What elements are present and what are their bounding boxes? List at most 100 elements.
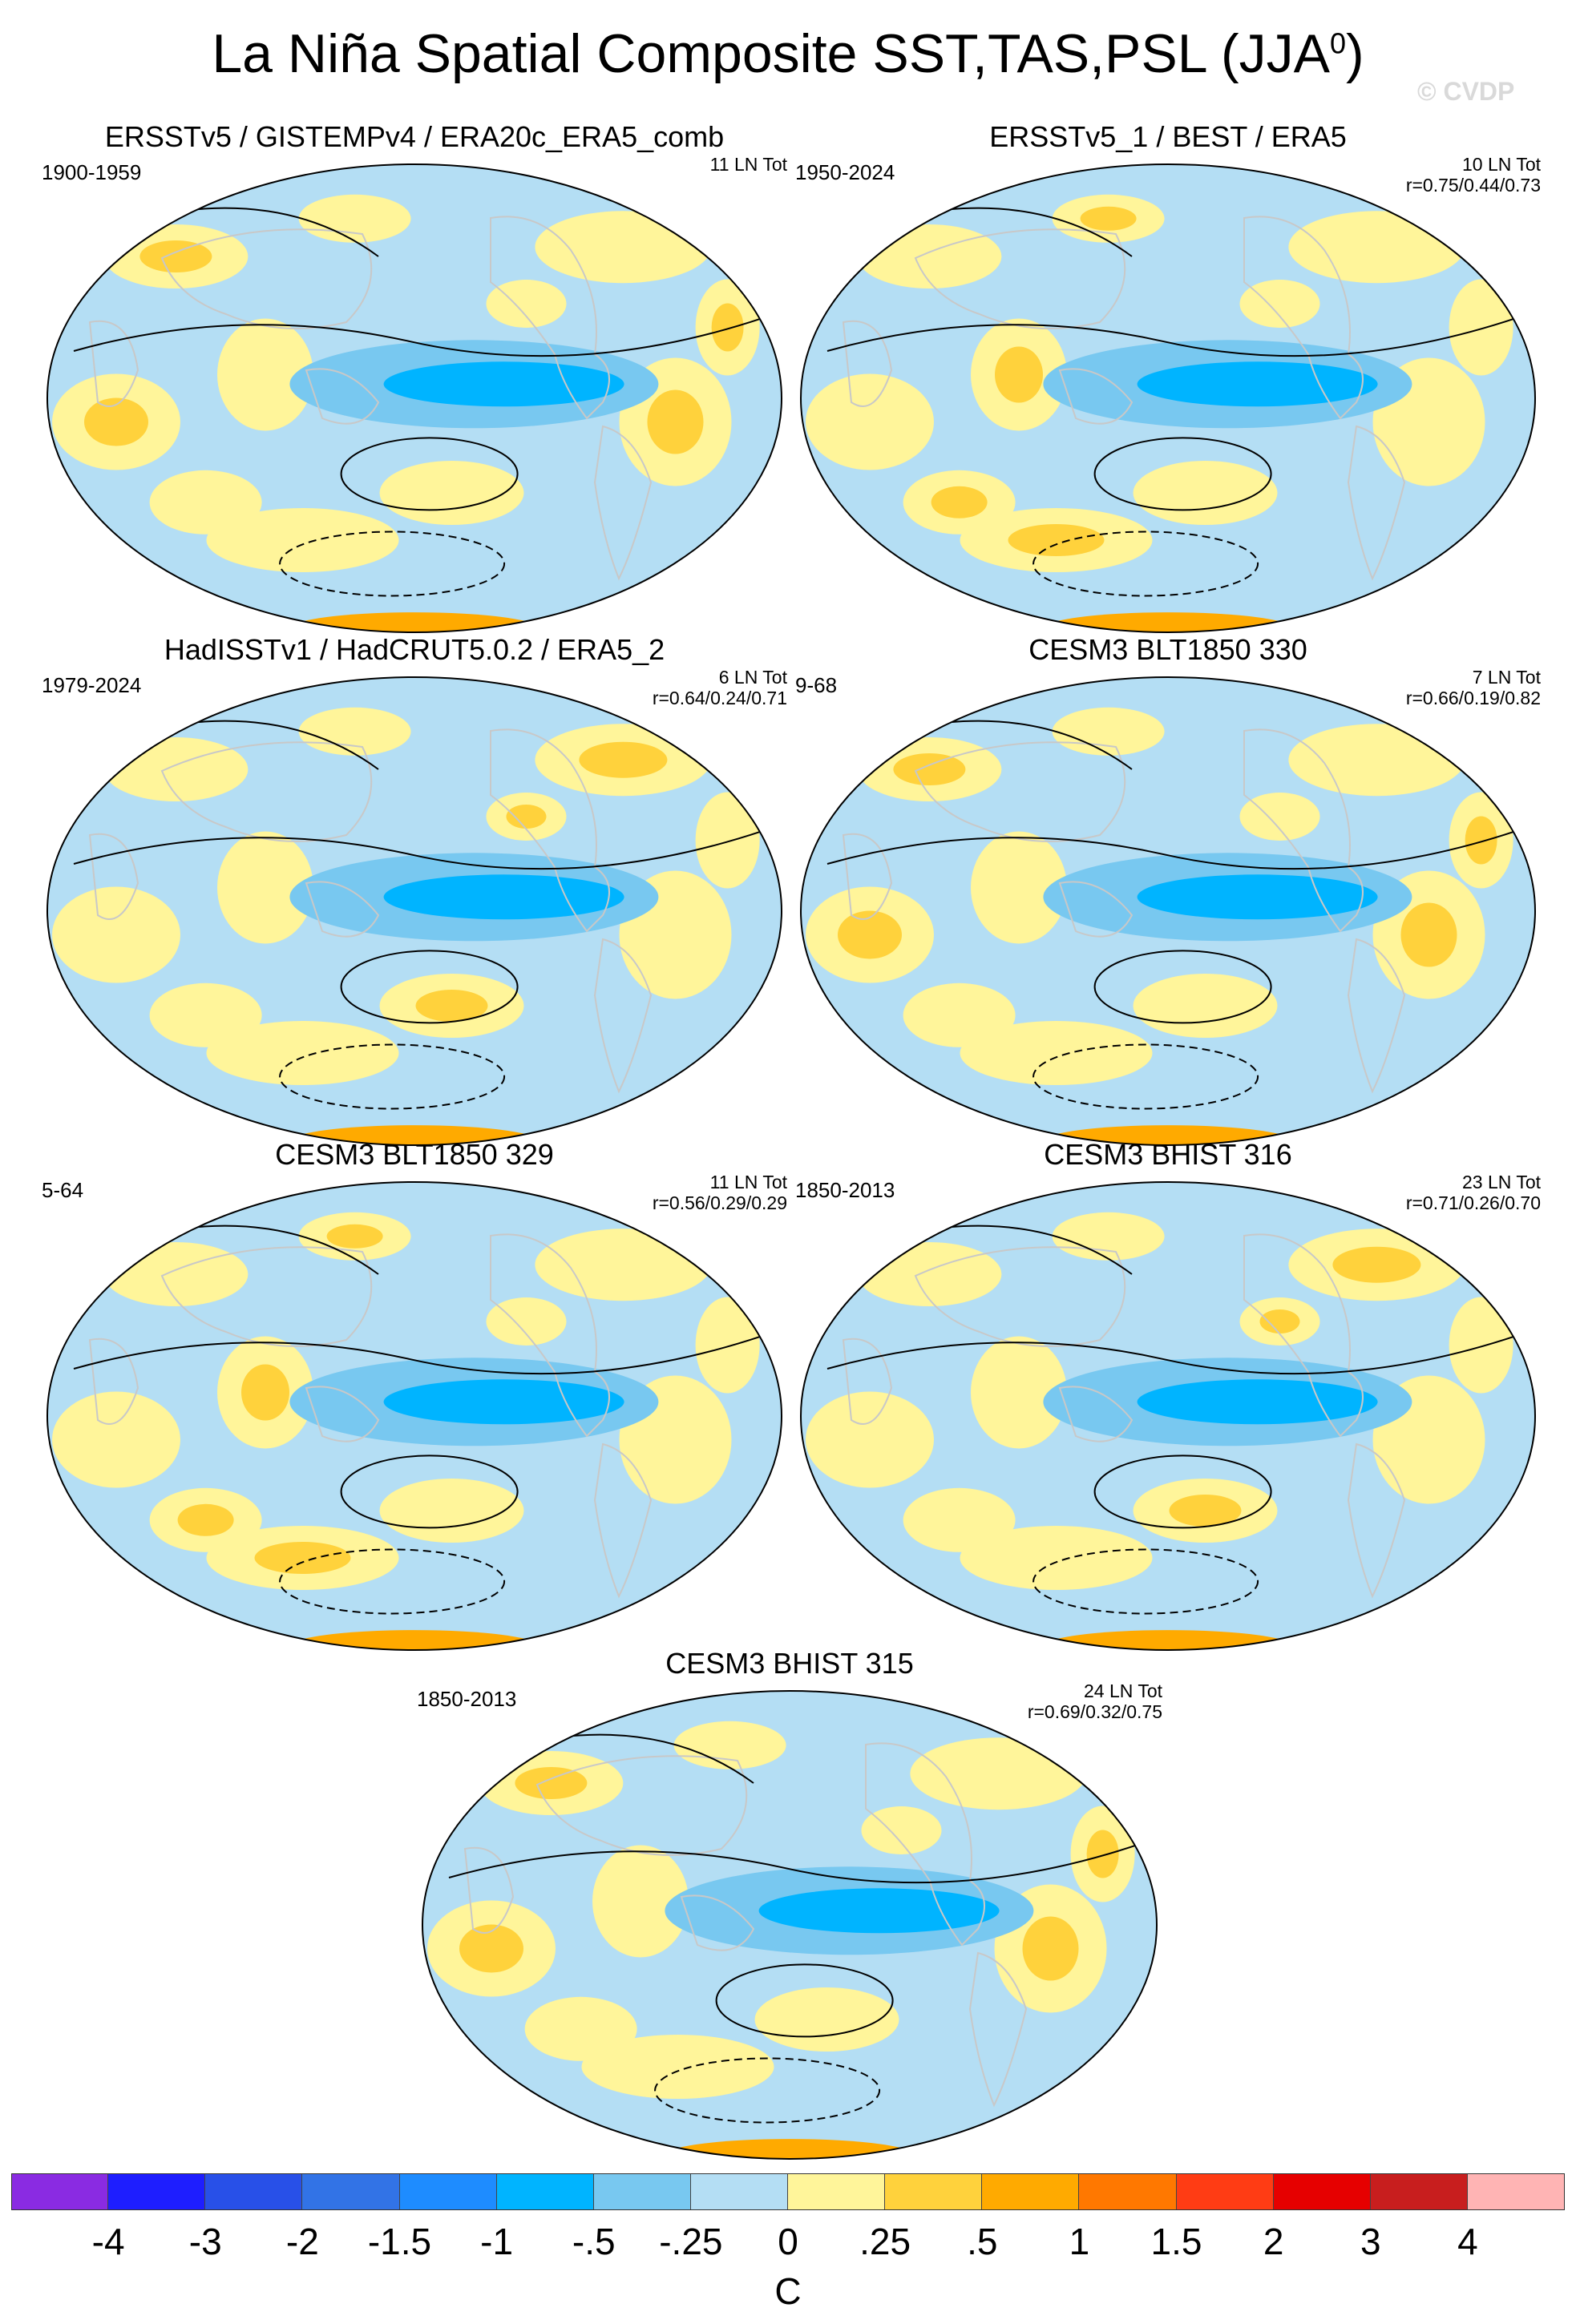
panel-period: 5-64 [42,1178,84,1202]
panel-title: CESM3 BLT1850 329 [275,1138,554,1171]
coastline [914,741,1126,842]
colorbar-tick-label: -4 [91,2221,125,2262]
map-panel-5: CESM3 BLT1850 329 5-64 11 LN Tot r=0.56/0… [42,1138,787,1683]
psl-contour-negative [279,531,506,597]
warm-anomaly [971,1336,1067,1449]
coastline [160,1246,373,1347]
coastline [305,881,380,938]
warm-anomaly-strong [1332,1246,1421,1283]
warm-anomaly [486,1297,567,1346]
southern-warm-band [1040,1630,1296,1650]
warm-anomaly [861,1806,942,1854]
coastline [490,1233,610,1438]
colorbar-box [593,2173,691,2210]
map-svg [800,163,1536,633]
warm-anomaly [1449,1297,1513,1394]
warm-anomaly [149,470,262,535]
psl-contour-negative [279,1043,506,1110]
colorbar-frame [11,2173,1565,2210]
panel-count: 24 LN Tot r=0.69/0.32/0.75 [1028,1680,1162,1722]
warm-anomaly-strong [515,1767,588,1799]
map-svg [46,1181,782,1651]
title-text: La Niña Spatial Composite SST,TAS,PSL (J… [212,23,1330,84]
warm-anomaly-strong [84,397,148,446]
warm-anomaly [52,886,180,983]
coastline [593,425,653,581]
warm-anomaly-strong [326,1224,383,1249]
map-svg [46,676,782,1146]
event-count: 6 LN Tot [718,667,787,688]
panel-title: ERSSTv5 / GISTEMPv4 / ERA20c_ERA5_comb [104,120,725,153]
coastline [968,1951,1028,2108]
panel-count: 11 LN Tot [710,154,787,175]
colorbar-tick-label: -1 [480,2221,514,2262]
warm-anomaly [1288,724,1465,797]
warm-anomaly [524,1996,637,2061]
coastline [1347,938,1406,1094]
panel-period: 1979-2024 [42,673,142,697]
warm-anomaly [806,373,934,470]
psl-contour [1093,950,1272,1024]
coastline [593,938,653,1094]
southern-warm-band [1040,1125,1296,1145]
warm-anomaly [754,1987,899,2052]
warm-anomaly [903,1487,1016,1552]
map-panel-6: CESM3 BHIST 316 1850-2013 23 LN Tot r=0.7… [795,1138,1541,1683]
colorbar-tick-label: 0 [778,2221,798,2262]
colorbar-box [11,2173,109,2210]
event-count: 11 LN Tot [709,1172,787,1192]
panel-count: 7 LN Tot r=0.66/0.19/0.82 [1406,667,1541,708]
warm-anomaly [1133,974,1278,1038]
warm-anomaly [971,831,1067,944]
cvdp-watermark: © CVDP [1417,77,1515,106]
psl-contour [1093,437,1272,511]
colorbar-box [399,2173,497,2210]
psl-contour-negative [1032,531,1259,597]
psl-contour-negative [1032,1043,1259,1110]
warm-anomaly [103,737,249,801]
colorbar-box [1273,2173,1371,2210]
warm-anomaly-strong [995,346,1043,403]
warm-anomaly [960,1526,1153,1590]
coastline [680,1894,755,1951]
panel-period: 1850-2013 [795,1178,895,1202]
warm-anomaly [535,1229,712,1301]
coastline [842,320,893,407]
coastline [88,320,139,407]
psl-contour [340,1455,519,1529]
colorbar-box [982,2173,1080,2210]
panel-title: HadISSTv1 / HadCRUT5.0.2 / ERA5_2 [164,633,665,666]
pattern-correlation: r=0.64/0.24/0.71 [652,688,787,708]
warm-anomaly-strong [931,486,988,518]
psl-contour [826,1334,1517,1375]
psl-contour [448,1843,1139,1884]
coastline [865,1742,985,1947]
cold-tongue-core [383,1379,624,1425]
panel-title: ERSSTv5_1 / BEST / ERA5 [989,120,1347,153]
warm-anomaly-strong [1080,206,1137,231]
event-count: 7 LN Tot [1472,667,1541,688]
warm-anomaly [857,224,1002,288]
map-field [801,1182,1535,1650]
colorbar-box [302,2173,400,2210]
warm-anomaly [960,1021,1153,1085]
colorbar-box [1079,2173,1177,2210]
coastline [914,228,1126,329]
warm-anomaly-strong [1022,1916,1079,1981]
warm-anomaly [486,280,567,328]
warm-anomaly-strong [1465,816,1497,865]
coastline [535,1755,748,1856]
panel-period: 1850-2013 [417,1687,517,1711]
warm-anomaly-strong [1259,1309,1300,1333]
panel-title: CESM3 BHIST 315 [665,1647,914,1680]
warm-anomaly [206,1021,399,1085]
coastline [490,216,610,420]
psl-contour [826,317,1517,357]
coastline [1058,881,1134,938]
map-outline [800,163,1536,633]
colorbar [11,2173,1565,2210]
psl-contour [73,829,764,870]
colorbar-tick-label: 1.5 [1150,2221,1202,2262]
colorbar-tick-label: -2 [285,2221,319,2262]
colorbar-labels: -4 -3 -2 -1.5 -1 -.5 -.25 0 .25 .5 1 1.5 2 3 4 [11,2220,1565,2268]
